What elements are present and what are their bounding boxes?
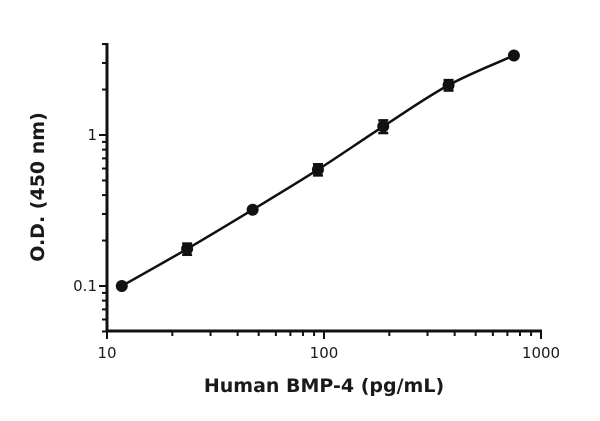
y-tick-label-1: 1	[87, 126, 97, 144]
data-points	[115, 49, 520, 292]
data-point-marker	[311, 163, 324, 176]
data-point-marker	[442, 79, 455, 92]
y-ticks	[99, 43, 107, 333]
x-ticks	[106, 331, 542, 339]
y-tick-label-0-1: 0.1	[73, 277, 97, 295]
x-axis-title: Human BMP-4 (pg/mL)	[204, 375, 444, 397]
x-tick-label-1000: 1000	[522, 344, 560, 362]
data-point-marker	[181, 242, 194, 255]
data-point-marker	[507, 49, 520, 62]
y-axis-title: O.D. (450 nm)	[27, 112, 49, 262]
data-point-marker	[377, 120, 390, 133]
x-tick-label-10: 10	[97, 344, 116, 362]
data-point-marker	[115, 280, 128, 292]
data-point-marker	[246, 203, 259, 216]
axes	[105, 43, 542, 333]
x-tick-label-100: 100	[310, 344, 339, 362]
